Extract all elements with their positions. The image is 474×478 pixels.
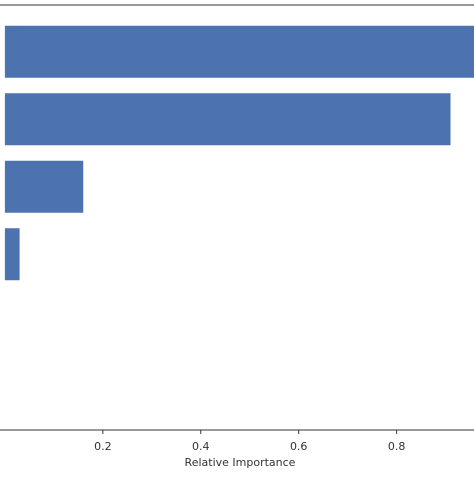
x-axis-label: Relative Importance — [185, 456, 296, 469]
x-tick-label: 0.6 — [290, 440, 308, 453]
bar — [4, 25, 474, 78]
bar — [4, 93, 451, 146]
bar — [4, 160, 84, 213]
bars — [4, 25, 474, 281]
x-tick-label: 0.8 — [388, 440, 406, 453]
x-tick-label: 0.4 — [192, 440, 210, 453]
x-tick-label: 0.2 — [94, 440, 112, 453]
bar — [4, 228, 20, 281]
